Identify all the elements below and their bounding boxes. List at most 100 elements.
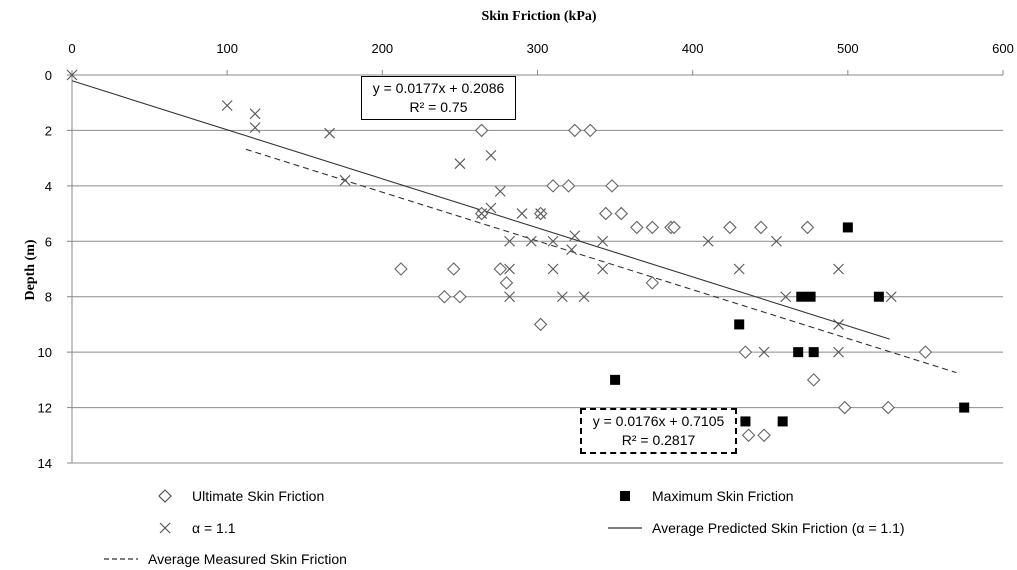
- point-ultimate: [754, 220, 768, 235]
- point-maximum: [734, 319, 745, 330]
- point-alpha: [547, 235, 559, 247]
- r-squared-measured: R² = 0.2817: [621, 432, 696, 448]
- y-tick-label: 0: [45, 68, 52, 83]
- y-tick-label: 8: [45, 290, 52, 305]
- point-alpha: [885, 291, 897, 303]
- point-alpha: [504, 263, 515, 275]
- point-alpha: [535, 208, 546, 219]
- point-ultimate: [881, 400, 895, 415]
- point-alpha: [547, 263, 559, 275]
- point-ultimate: [533, 317, 548, 332]
- measured-trend-line: [245, 148, 957, 374]
- point-alpha: [249, 108, 261, 120]
- point-alpha: [733, 263, 745, 275]
- equation-box-predicted: y = 0.0177x + 0.2086 R² = 0.75: [361, 76, 516, 120]
- point-ultimate: [757, 428, 771, 443]
- point-alpha: [566, 244, 578, 255]
- point-alpha: [556, 291, 568, 303]
- point-ultimate: [605, 179, 619, 193]
- point-ultimate: [453, 289, 467, 304]
- point-ultimate: [446, 262, 461, 276]
- point-alpha: [597, 263, 609, 275]
- x-tick-label: 600: [992, 41, 1014, 56]
- point-alpha: [833, 346, 844, 358]
- point-maximum: [873, 291, 884, 302]
- point-ultimate: [645, 276, 660, 290]
- point-alpha: [249, 122, 261, 134]
- point-maximum: [805, 291, 816, 302]
- equation-box-measured: y = 0.0176x + 0.7105 R² = 0.2817: [580, 408, 737, 454]
- point-ultimate: [837, 400, 852, 415]
- point-alpha: [771, 235, 782, 247]
- point-alpha: [221, 100, 233, 111]
- point-ultimate: [493, 262, 508, 276]
- point-maximum: [842, 222, 853, 233]
- y-tick-label: 6: [45, 234, 52, 249]
- axes: 0 2 4 6 8 10 12 14 0 100 200 300 400 500 600: [38, 41, 1014, 471]
- trend-lines: [71, 80, 957, 374]
- point-ultimate: [667, 220, 681, 235]
- point-ultimate: [738, 345, 753, 359]
- x-tick-label: 0: [68, 41, 75, 56]
- x-tick-label: 300: [527, 41, 549, 56]
- point-ultimate: [561, 179, 576, 193]
- point-ultimate: [437, 289, 452, 304]
- y-tick-label: 10: [38, 345, 52, 360]
- r-squared-predicted: R² = 0.75: [409, 99, 468, 115]
- point-maximum: [740, 416, 751, 427]
- point-alpha: [578, 291, 590, 303]
- point-alpha: [525, 235, 537, 247]
- point-ultimate: [567, 123, 582, 138]
- point-alpha: [485, 149, 497, 161]
- point-alpha: [494, 186, 506, 197]
- point-maximum: [777, 416, 788, 427]
- y-axis-title: Depth (m): [23, 239, 38, 300]
- point-maximum: [793, 347, 804, 358]
- point-alpha: [504, 235, 515, 247]
- point-alpha: [485, 202, 497, 214]
- point-ultimate: [806, 373, 821, 387]
- point-alpha: [324, 127, 335, 139]
- x-tick-label: 100: [216, 41, 238, 56]
- point-alpha: [504, 291, 515, 303]
- point-ultimate: [394, 262, 408, 276]
- point-alpha: [454, 158, 466, 170]
- point-maximum: [808, 347, 819, 358]
- point-alpha: [66, 69, 78, 81]
- x-tick-label: 400: [682, 41, 704, 56]
- point-ultimate: [741, 428, 756, 443]
- point-maximum: [610, 374, 621, 385]
- point-ultimate: [614, 206, 629, 221]
- point-ultimate: [474, 123, 489, 138]
- equation-measured: y = 0.0176x + 0.7105: [592, 413, 725, 429]
- y-tick-label: 2: [45, 123, 52, 138]
- point-ultimate: [918, 345, 933, 359]
- y-tick-label: 4: [45, 179, 52, 194]
- gridlines: [72, 129, 1003, 464]
- point-alpha: [516, 208, 528, 219]
- point-ultimate: [630, 220, 644, 235]
- point-alpha: [780, 291, 792, 303]
- point-alpha: [597, 235, 609, 247]
- point-maximum: [959, 402, 970, 413]
- point-ultimate: [598, 206, 613, 221]
- point-alpha: [833, 263, 844, 275]
- point-ultimate: [723, 220, 737, 235]
- point-alpha: [758, 346, 770, 358]
- point-alpha: [339, 174, 351, 186]
- x-tick-label: 500: [837, 41, 859, 56]
- x-axis-title: Skin Friction (kPa): [481, 9, 596, 24]
- point-ultimate: [800, 220, 815, 235]
- y-tick-label: 14: [38, 456, 52, 471]
- point-ultimate: [546, 179, 560, 193]
- data-points: [66, 69, 970, 443]
- point-ultimate: [645, 220, 660, 235]
- point-alpha: [476, 208, 488, 219]
- point-ultimate: [583, 123, 598, 138]
- point-alpha: [833, 319, 844, 330]
- point-alpha: [702, 235, 714, 247]
- point-ultimate: [499, 276, 514, 290]
- point-maximum: [796, 291, 807, 302]
- x-tick-label: 200: [371, 41, 393, 56]
